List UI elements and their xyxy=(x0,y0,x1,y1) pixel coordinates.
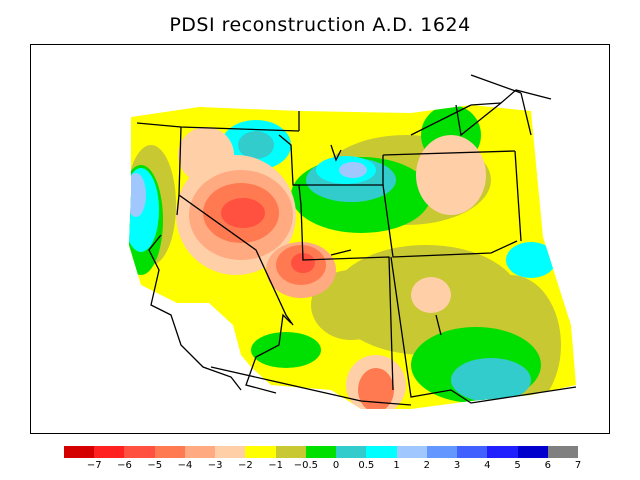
very-wet-zone-north xyxy=(339,162,367,178)
legend-tick-label: 1 xyxy=(393,460,400,471)
legend-swatch xyxy=(94,446,125,458)
legend-tick-label: −7 xyxy=(86,460,102,471)
legend-tick-label: 0.5 xyxy=(358,460,375,471)
legend-tick-label: 2 xyxy=(423,460,430,471)
slightly-wet-zone-northwest xyxy=(238,131,274,159)
arizona-border xyxy=(245,313,292,394)
legend-swatch xyxy=(275,446,306,458)
legend-swatch xyxy=(366,446,397,458)
legend-swatch xyxy=(547,446,578,458)
legend-swatch xyxy=(426,446,458,458)
northeast-lines xyxy=(470,74,532,136)
nv-ca-border xyxy=(176,194,180,216)
legend-tick-label: 7 xyxy=(574,460,582,471)
legend-swatch xyxy=(487,446,518,458)
legend-tick-label: −3 xyxy=(207,460,223,471)
color-legend xyxy=(64,446,578,458)
legend-swatch xyxy=(305,446,337,458)
legend-swatch xyxy=(215,446,246,458)
northeast-border xyxy=(410,102,502,136)
legend-swatch xyxy=(245,446,276,458)
nevada-border xyxy=(178,126,294,326)
dakota-border xyxy=(514,150,522,242)
severe-dry-zone-south xyxy=(358,368,394,409)
legend-swatch xyxy=(184,446,216,458)
interior-state-borders xyxy=(278,134,394,391)
mexico-border xyxy=(210,366,412,406)
legend-tick-label: −2 xyxy=(238,460,253,471)
extreme-dry-zone-southcentral xyxy=(291,253,315,273)
california-coastline xyxy=(148,234,242,391)
legend-swatch xyxy=(124,446,155,458)
legend-swatch xyxy=(396,446,427,458)
north-state-border xyxy=(382,150,516,156)
boundary-lines xyxy=(136,74,577,406)
map-panel xyxy=(30,44,610,434)
legend-swatch xyxy=(457,446,488,458)
legend-swatch xyxy=(336,446,367,458)
legend-tick-label: 3 xyxy=(453,460,461,471)
legend-tick-label: 0 xyxy=(332,460,340,471)
map-title: PDSI reconstruction A.D. 1624 xyxy=(169,14,471,36)
legend-tick-label: −5 xyxy=(147,460,163,471)
legend-swatch xyxy=(517,446,548,458)
wet-zone-east xyxy=(506,242,556,278)
lake-outlines xyxy=(330,144,442,336)
colorado-border xyxy=(382,184,518,258)
legend-tick-label: 6 xyxy=(544,460,551,471)
northern-rivers xyxy=(455,89,552,137)
legend-tick-label: −6 xyxy=(117,460,132,471)
mild-dry-zone-northwest xyxy=(178,127,234,183)
new-mexico-border xyxy=(390,256,577,404)
near-normal-zone-central xyxy=(311,270,391,340)
normal-zone-south xyxy=(251,332,321,368)
legend-tick-label: −4 xyxy=(177,460,193,471)
legend-swatch xyxy=(154,446,185,458)
legend-swatch xyxy=(64,446,95,458)
mild-dry-zone-east xyxy=(411,277,451,313)
legend-tick-label: 5 xyxy=(514,460,521,471)
legend-tick-label: 4 xyxy=(484,460,491,471)
legend-tick-label: −0.5 xyxy=(293,460,319,471)
legend-labels: −7 −6 −5 −4 −3 −2 −1 −0.5 0 0.5 1 2 3 4 5 6 7 xyxy=(64,460,582,474)
legend-tick-label: −1 xyxy=(268,460,284,471)
very-wet-zone-west xyxy=(129,173,146,217)
mild-dry-zone-northeast xyxy=(416,135,486,215)
pdsi-field xyxy=(129,105,576,409)
pdsi-map xyxy=(129,74,577,409)
slightly-wet-zone-southeast xyxy=(451,358,531,402)
extreme-dry-zone-central xyxy=(221,198,265,228)
